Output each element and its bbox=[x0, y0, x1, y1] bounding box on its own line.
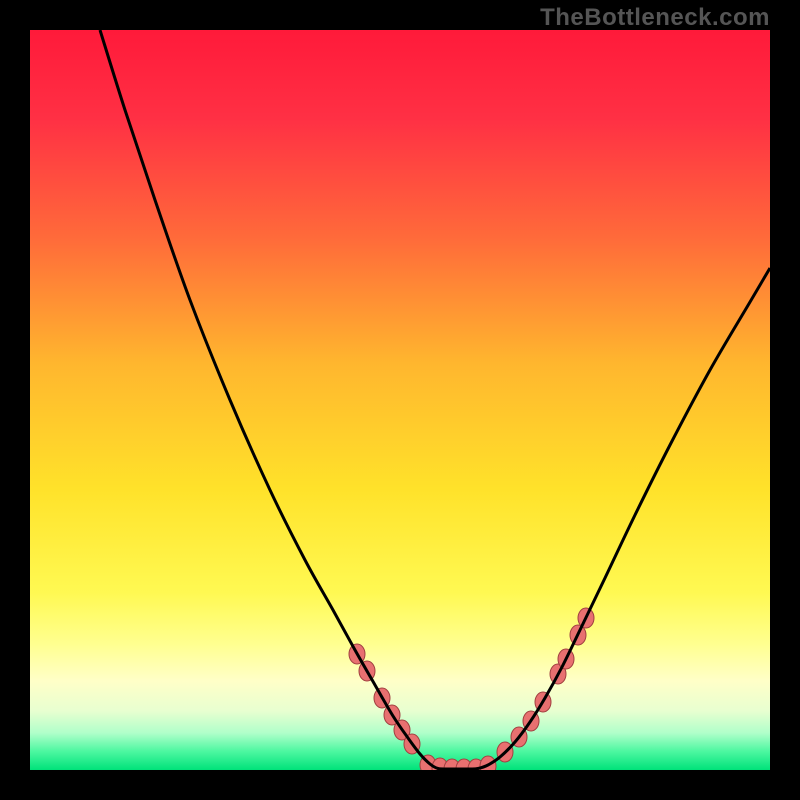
chart-frame: TheBottleneck.com bbox=[0, 0, 800, 800]
plot-area bbox=[30, 30, 770, 770]
plot-svg bbox=[30, 30, 770, 770]
background-gradient bbox=[30, 30, 770, 770]
watermark-text: TheBottleneck.com bbox=[540, 4, 770, 32]
